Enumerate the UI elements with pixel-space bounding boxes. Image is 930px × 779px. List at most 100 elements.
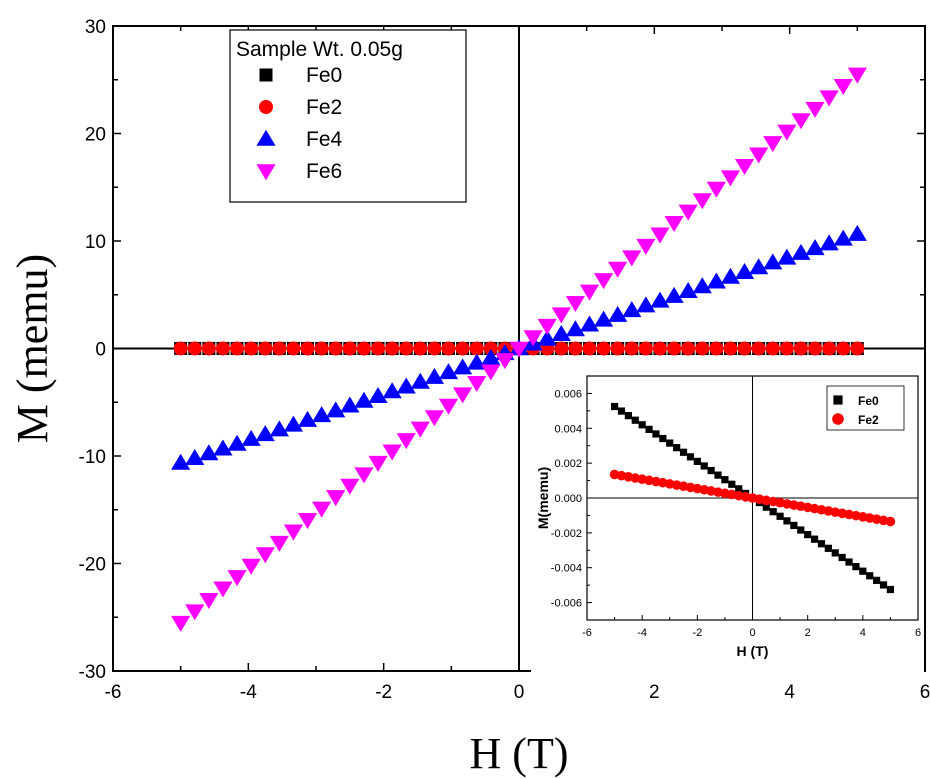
data-point-fe6	[297, 513, 318, 530]
data-point-fe6	[523, 330, 543, 347]
data-point-fe4	[819, 234, 839, 251]
data-point-fe4	[396, 377, 416, 394]
inset-x-axis-title: H (T)	[737, 643, 769, 659]
data-point-fe2	[737, 341, 752, 356]
inset-y-tick-label: 0.004	[554, 423, 582, 435]
data-point-fe6	[551, 307, 571, 324]
data-point-fe2	[751, 341, 766, 356]
inset-y-tick-label: -0.006	[551, 598, 582, 610]
data-point-fe2	[836, 341, 851, 356]
inset-data-point-fe0	[797, 526, 805, 534]
data-point-fe6	[171, 615, 191, 632]
y-tick-label: 30	[85, 17, 106, 38]
data-point-fe4	[467, 353, 487, 370]
data-point-fe4	[255, 425, 275, 442]
inset-data-point-fe0	[679, 448, 688, 456]
inset-data-point-fe0	[659, 434, 667, 443]
data-point-fe6	[763, 136, 783, 153]
series-fe6	[171, 67, 867, 632]
legend-marker-fe6	[256, 164, 276, 181]
data-point-fe6	[664, 216, 684, 233]
x-tick-label: -2	[375, 682, 392, 703]
data-point-fe4	[269, 420, 289, 437]
data-point-fe4	[706, 272, 726, 289]
inset-data-point-fe0	[886, 585, 895, 594]
data-point-fe6	[396, 433, 416, 450]
inset-data-point-fe0	[804, 531, 812, 539]
inset-data-point-fe0	[776, 512, 784, 520]
data-point-fe6	[453, 387, 473, 404]
data-point-fe6	[847, 67, 867, 84]
y-tick-label: -10	[79, 447, 106, 468]
data-point-fe2	[624, 341, 639, 356]
data-point-fe6	[720, 170, 741, 187]
data-point-fe4	[805, 239, 825, 256]
data-point-fe2	[258, 341, 273, 356]
data-point-fe2	[187, 341, 202, 356]
inset-y-tick-label: 0.006	[554, 388, 582, 400]
y-tick-label: 10	[85, 232, 106, 253]
data-point-fe4	[777, 248, 797, 265]
data-point-fe2	[230, 341, 245, 356]
data-point-fe2	[681, 341, 696, 356]
data-point-fe2	[286, 341, 301, 356]
data-point-fe6	[636, 238, 656, 255]
inset-data-point-fe0	[645, 425, 653, 433]
inset-data-point-fe0	[873, 576, 881, 584]
inset-data-point-fe0	[624, 412, 632, 420]
data-point-fe6	[467, 375, 487, 392]
legend-label-fe0: Fe0	[306, 64, 342, 87]
data-point-fe6	[819, 90, 839, 107]
data-point-fe4	[608, 305, 628, 322]
data-point-fe6	[340, 478, 360, 495]
inset-data-point-fe0	[824, 544, 832, 552]
inset-data-point-fe0	[686, 453, 695, 461]
data-point-fe6	[354, 467, 374, 484]
inset-data-point-fe0	[638, 421, 646, 429]
series-fe4	[171, 224, 867, 470]
inset-x-tick-label: 2	[805, 627, 811, 639]
inset-y-tick-label: -0.002	[551, 528, 582, 540]
inset-y-tick-label: -0.004	[551, 563, 582, 575]
data-point-fe4	[833, 229, 853, 246]
data-point-fe2	[244, 341, 259, 356]
data-point-fe2	[356, 341, 371, 356]
data-point-fe4	[171, 453, 191, 470]
data-point-fe4	[312, 406, 332, 423]
data-point-fe2	[300, 341, 315, 356]
data-point-fe2	[272, 341, 287, 356]
data-point-fe4	[241, 429, 261, 446]
data-point-fe6	[241, 558, 261, 575]
inset-data-point-fe0	[652, 430, 660, 438]
data-point-fe2	[554, 341, 569, 356]
inset-x-tick-label: -4	[637, 627, 647, 639]
data-point-fe4	[424, 367, 445, 384]
data-point-fe6	[706, 181, 726, 198]
data-point-fe6	[227, 570, 247, 587]
data-point-fe4	[579, 315, 600, 332]
data-point-fe6	[777, 124, 797, 141]
data-point-fe6	[833, 78, 853, 95]
x-tick-label: 2	[649, 682, 660, 703]
data-point-fe6	[791, 113, 811, 130]
inset-data-point-fe0	[852, 563, 860, 571]
data-point-fe4	[565, 320, 585, 337]
data-point-fe6	[410, 421, 430, 438]
data-point-fe2	[201, 341, 216, 356]
data-point-fe6	[438, 398, 459, 415]
data-point-fe4	[481, 348, 501, 365]
data-point-fe6	[622, 250, 642, 267]
data-point-fe2	[371, 341, 386, 356]
data-point-fe6	[509, 341, 529, 358]
inset-series-fe2	[609, 469, 896, 527]
inset-data-point-fe0	[673, 444, 681, 452]
data-point-fe2	[413, 341, 428, 356]
inset-x-tick-label: 6	[915, 627, 921, 639]
data-point-fe2	[610, 341, 625, 356]
inset-data-point-fe0	[666, 439, 674, 447]
inset-data-point-fe2	[885, 516, 896, 527]
inset-data-point-fe0	[714, 471, 722, 479]
data-point-fe6	[749, 147, 769, 164]
data-point-fe4	[382, 382, 402, 399]
